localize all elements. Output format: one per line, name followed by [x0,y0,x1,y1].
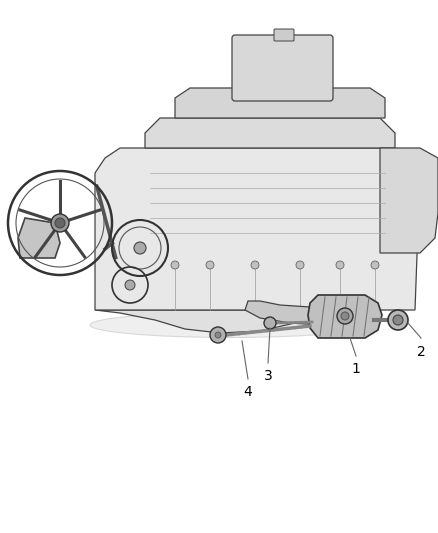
Circle shape [371,261,379,269]
Circle shape [125,280,135,290]
Circle shape [55,218,65,228]
Polygon shape [308,295,382,338]
Polygon shape [95,310,310,333]
Circle shape [388,310,408,330]
Circle shape [296,261,304,269]
Circle shape [134,242,146,254]
Circle shape [251,261,259,269]
Text: 4: 4 [244,385,252,399]
Polygon shape [95,148,420,310]
FancyBboxPatch shape [274,29,294,41]
Circle shape [336,261,344,269]
Text: 1: 1 [352,362,360,376]
Circle shape [171,261,179,269]
Circle shape [341,312,349,320]
FancyBboxPatch shape [232,35,333,101]
Text: 2: 2 [417,345,425,359]
Circle shape [210,327,226,343]
Polygon shape [145,118,395,148]
Circle shape [337,308,353,324]
Circle shape [51,214,69,232]
Polygon shape [175,88,385,118]
Text: 3: 3 [264,369,272,383]
Polygon shape [18,218,60,258]
Circle shape [215,332,221,338]
Circle shape [393,315,403,325]
Polygon shape [245,301,365,325]
Circle shape [206,261,214,269]
Ellipse shape [90,312,370,337]
Circle shape [264,317,276,329]
Polygon shape [380,148,438,253]
